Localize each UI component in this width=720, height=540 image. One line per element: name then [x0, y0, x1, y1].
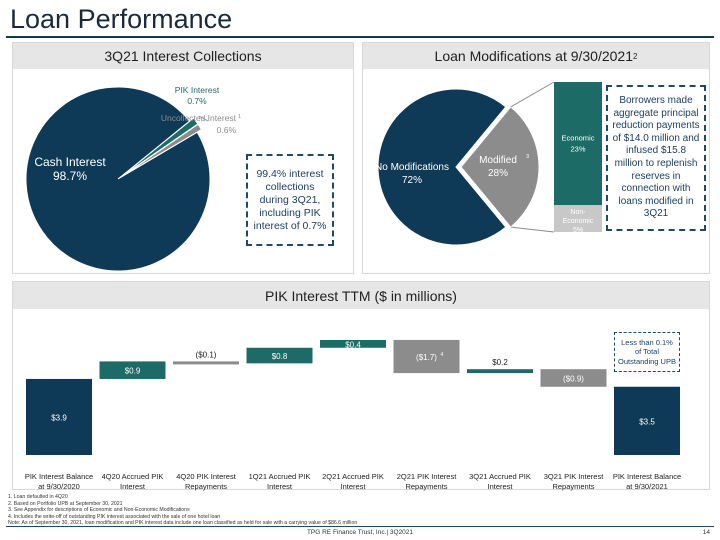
non-economic-value: 5%	[573, 227, 583, 234]
footnote-1: 1. Loan defaulted in 4Q20	[8, 494, 68, 500]
cash-interest-value: 98.7%	[53, 169, 87, 183]
footnote-3: 3. See Appendix for descriptions of Econ…	[8, 507, 190, 513]
collections-callout-text: 99.4% interest collections during 3Q21, …	[253, 167, 327, 232]
page-number: 14	[702, 529, 710, 536]
breakdown-connector-bottom	[510, 226, 555, 233]
page-title: Loan Performance	[10, 4, 233, 34]
waterfall-x-label-2: 4Q20 PIK Interest Repayments	[176, 472, 236, 491]
non-economic-bar-segment	[554, 205, 602, 232]
waterfall-value-label-1: $0.9	[125, 367, 141, 376]
waterfall-x-label-5: 2Q21 PIK Interest Repayments	[396, 472, 457, 491]
footnote-4: 4. Includes the write-off of outstanding…	[8, 513, 221, 520]
waterfall-bar-5	[393, 339, 460, 374]
waterfall-value-label-7: ($0.9)	[563, 374, 584, 383]
waterfall-x-label-8: PIK Interest Balance at 9/30/2021	[612, 472, 682, 491]
waterfall-bar-6	[467, 369, 533, 374]
cash-interest-slice	[25, 86, 211, 272]
waterfall-x-label-3: 1Q21 Accrued PIK Interest	[248, 472, 311, 491]
waterfall-x-label-0: PIK Interest Balance at 9/30/2020	[24, 472, 94, 491]
title-rule	[6, 36, 714, 38]
waterfall-value-label-3: $0.8	[272, 352, 288, 361]
modifications-callout: Borrowers made aggregate principal reduc…	[606, 85, 706, 231]
uncollected-interest-value: 0.6%	[217, 125, 237, 135]
pik-panel-title: PIK Interest TTM ($ in millions)	[13, 282, 709, 309]
modified-slice	[460, 106, 540, 228]
modified-value: 28%	[488, 168, 508, 179]
waterfall-bar-0	[26, 378, 92, 455]
footer-center-text: TPG RE Finance Trust, Inc.| 3Q2021	[306, 529, 414, 536]
waterfall-bar-4	[320, 339, 386, 348]
footnote-note: Note: As of September 30, 2021, loan mod…	[8, 520, 358, 526]
waterfall-bar-3	[246, 347, 313, 364]
modifications-title-sup: 2	[633, 51, 638, 61]
waterfall-bar-8	[614, 386, 680, 455]
uncollected-interest-label: Uncollected Interest	[161, 113, 237, 123]
economic-bar-segment	[554, 82, 602, 206]
waterfall-x-label-4: 2Q21 Accrued PIK Interest	[322, 472, 384, 491]
waterfall-value-label-5: ($1.7)	[416, 353, 437, 362]
modified-label: Modified	[479, 155, 517, 166]
waterfall-value-footnote-5: 4	[441, 352, 444, 358]
waterfall-value-label-6: $0.2	[492, 358, 508, 367]
waterfall-value-label-0: $3.9	[51, 413, 67, 422]
economic-value: 23%	[570, 145, 585, 154]
modifications-title-text: Loan Modifications at 9/30/2021	[434, 48, 634, 64]
modifications-panel-title: Loan Modifications at 9/30/2021 2	[363, 43, 709, 69]
waterfall-x-label-1: 4Q20 Accrued PIK Interest	[101, 472, 164, 491]
non-economic-label-line1: Non-	[570, 209, 586, 216]
footer-rule	[6, 526, 714, 527]
pik-interest-label: PIK Interest	[175, 85, 220, 95]
waterfall-bar-7	[540, 369, 607, 387]
collections-callout: 99.4% interest collections during 3Q21, …	[246, 154, 334, 246]
no-modifications-value: 72%	[402, 175, 422, 186]
no-modifications-label: No Modifications	[375, 162, 449, 173]
modifications-callout-text: Borrowers made aggregate principal reduc…	[612, 95, 700, 220]
footnote-2: 2. Based on Portfolio UPB at September 3…	[8, 500, 123, 507]
pik-interest-value: 0.7%	[187, 96, 207, 106]
modified-footnote: 3	[526, 154, 529, 160]
cash-interest-label: Cash Interest	[34, 155, 106, 169]
waterfall-value-label-8: $3.5	[639, 417, 655, 426]
waterfall-x-label-6: 3Q21 Accrued PIK Interest	[469, 472, 531, 491]
waterfall-value-label-2: ($0.1)	[196, 350, 217, 359]
economic-label: Economic	[562, 134, 595, 143]
waterfall-bar-1	[99, 361, 166, 379]
no-modifications-slice	[377, 88, 507, 246]
waterfall-value-label-4: $0.4	[345, 340, 361, 349]
modifications-pie-chart: No Modifications 72% Modified 3 28% Economic 2…	[375, 81, 602, 246]
collections-panel-title: 3Q21 Interest Collections	[13, 43, 353, 69]
pik-waterfall-chart: $3.9 $0.9 ($0.1) $0.8 $0.4 ($1.7) 4 $0.2 ($0.9) $…	[26, 339, 680, 455]
waterfall-x-label-7: 3Q21 PIK Interest Repayments	[543, 472, 604, 491]
non-economic-label-line2: Economic	[563, 218, 594, 225]
breakdown-connector-top	[510, 81, 555, 108]
uncollected-interest-footnote: 1	[238, 114, 241, 120]
waterfall-bar-2	[173, 361, 239, 365]
uncollected-interest-slice	[121, 123, 203, 177]
pik-callout: Less than 0.1% of Total Outstanding UPB	[614, 332, 680, 372]
pik-callout-text: Less than 0.1% of Total Outstanding UPB	[618, 337, 676, 366]
uncollected-leader-line	[198, 115, 209, 122]
